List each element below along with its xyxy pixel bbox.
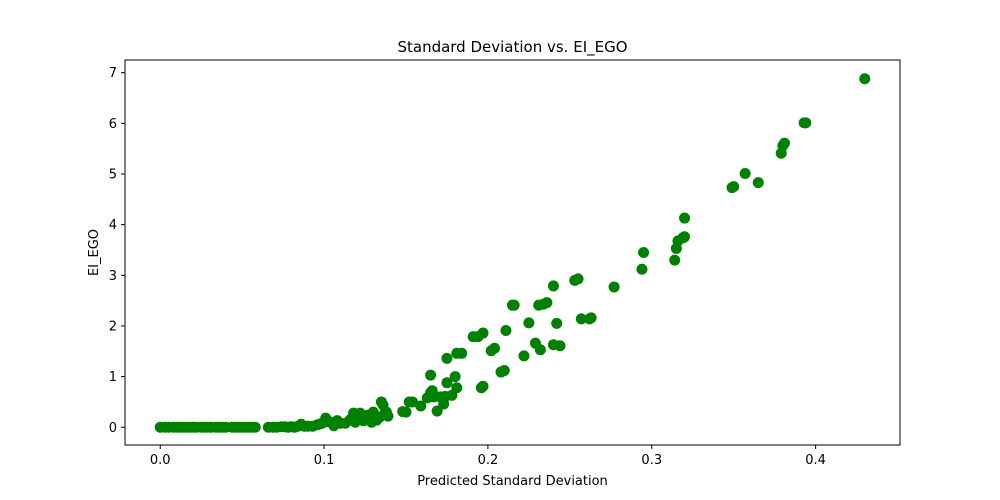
- data-point: [425, 369, 437, 381]
- y-tick-label: 1: [109, 370, 117, 385]
- y-tick-label: 7: [109, 66, 117, 81]
- y-axis-ticks: 0 1 2 3 4 5 6 7: [109, 66, 125, 436]
- data-point: [859, 73, 871, 85]
- data-point: [431, 405, 443, 417]
- x-tick-label: 0.3: [641, 453, 662, 468]
- data-point: [752, 177, 764, 189]
- y-tick-label: 4: [109, 218, 117, 233]
- chart-title: Standard Deviation vs. EI_EGO: [397, 38, 627, 57]
- x-tick-label: 0.4: [805, 453, 826, 468]
- x-tick-label: 0.0: [150, 453, 171, 468]
- data-point: [638, 247, 650, 258]
- data-point: [415, 400, 427, 412]
- data-point: [523, 317, 535, 329]
- data-point: [441, 377, 453, 389]
- data-point: [400, 406, 412, 418]
- data-point: [636, 263, 648, 275]
- data-point: [554, 340, 566, 352]
- data-point: [541, 297, 553, 309]
- data-point: [451, 382, 463, 394]
- y-tick-label: 5: [109, 167, 117, 182]
- data-point: [739, 167, 751, 179]
- data-point: [249, 421, 261, 433]
- plot-frame: [124, 59, 901, 446]
- data-point: [728, 181, 740, 193]
- data-point: [585, 312, 597, 324]
- x-tick-label: 0.2: [478, 453, 499, 468]
- data-point: [441, 352, 453, 364]
- data-point: [449, 371, 461, 383]
- x-axis-ticks: 0.0 0.1 0.2 0.3 0.4: [150, 445, 826, 468]
- y-tick-label: 6: [109, 117, 117, 132]
- data-point: [778, 137, 790, 149]
- data-point: [800, 117, 812, 129]
- data-point: [382, 410, 394, 422]
- y-tick-label: 2: [109, 319, 117, 334]
- data-point: [679, 231, 691, 243]
- points-layer: [154, 73, 871, 433]
- data-point: [498, 365, 510, 377]
- data-point: [679, 212, 691, 224]
- data-point: [508, 299, 520, 311]
- data-point: [547, 280, 559, 292]
- data-point: [608, 281, 620, 293]
- data-point: [500, 325, 512, 337]
- y-tick-label: 3: [109, 269, 117, 284]
- y-axis-label: EI_EGO: [87, 229, 102, 276]
- data-point: [456, 347, 468, 359]
- data-point: [534, 344, 546, 356]
- data-point: [446, 389, 458, 401]
- x-tick-label: 0.1: [314, 453, 335, 468]
- data-point: [477, 327, 489, 339]
- data-point: [572, 273, 584, 285]
- data-point: [551, 317, 563, 329]
- x-axis-label: Predicted Standard Deviation: [417, 474, 608, 489]
- data-point: [477, 380, 489, 392]
- data-point: [518, 350, 530, 362]
- y-tick-label: 0: [109, 421, 117, 436]
- data-point: [669, 254, 681, 266]
- data-point: [488, 342, 500, 354]
